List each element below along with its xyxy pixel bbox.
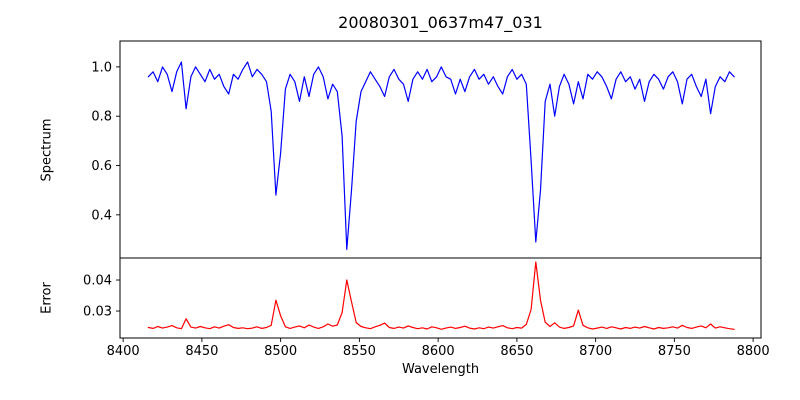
x-tick-label: 8400 [107, 344, 140, 359]
x-tick-label: 8800 [737, 344, 770, 359]
y-tick-label: 0.04 [83, 274, 112, 289]
y-tick-label: 0.6 [91, 159, 112, 174]
x-tick-label: 8500 [264, 344, 297, 359]
error-panel-border [119, 257, 762, 339]
y-tick-label: 0.8 [91, 110, 112, 125]
x-axis-label: Wavelength [401, 362, 480, 377]
y-tick-label: 0.4 [91, 208, 112, 223]
spectrum-line [147, 61, 735, 250]
error-line [147, 261, 735, 330]
x-tick-label: 8750 [658, 344, 691, 359]
y-tick-label: 1.0 [91, 60, 112, 75]
x-tick-label: 8600 [422, 344, 455, 359]
x-tick-label: 8700 [579, 344, 612, 359]
spectrum-panel-border [119, 40, 762, 259]
x-tick-label: 8450 [185, 344, 218, 359]
figure-title: 20080301_0637m47_031 [338, 13, 543, 32]
y-tick-label: 0.03 [83, 305, 112, 320]
x-tick-label: 8550 [343, 344, 376, 359]
x-tick-label: 8650 [500, 344, 533, 359]
